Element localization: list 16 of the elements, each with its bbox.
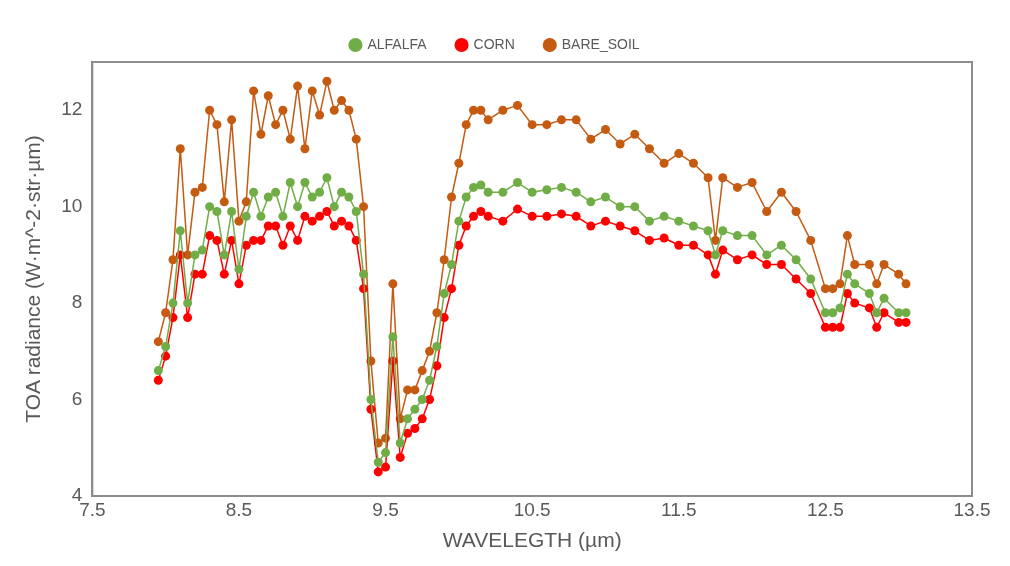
x-tick-label: 10.5 (513, 498, 551, 520)
x-tick-label: 8.5 (225, 498, 253, 520)
y-tick-label: 6 (71, 387, 83, 409)
x-tick-label: 12.5 (806, 498, 844, 520)
x-axis-title: WAVELEGTH (µm) (442, 528, 622, 552)
y-tick-label: 8 (71, 291, 83, 313)
y-tick-label: 10 (61, 194, 83, 216)
legend-label: ALFALFA (367, 35, 428, 52)
x-tick-label: 7.5 (79, 498, 106, 520)
x-tick-label: 11.5 (660, 498, 697, 520)
legend-label: CORN (473, 35, 515, 52)
y-axis-title: TOA radiance (W·m^-2·str·µm) (21, 135, 45, 423)
x-tick-label: 13.5 (953, 498, 991, 520)
legend-label: BARE_SOIL (561, 35, 640, 52)
x-tick-label: 9.5 (372, 498, 399, 520)
y-tick-label: 12 (61, 98, 83, 120)
